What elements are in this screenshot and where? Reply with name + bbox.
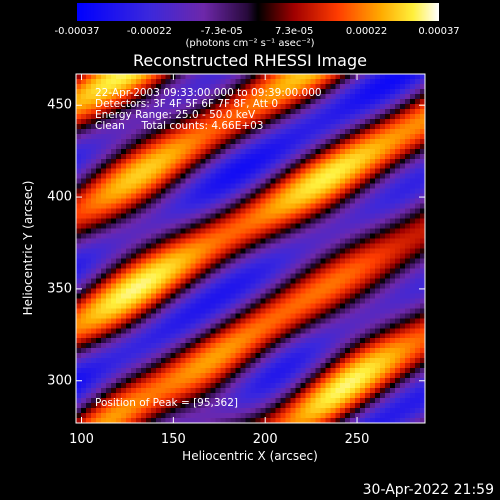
y-tick-label: 400 [47, 189, 72, 205]
plot-frame [75, 73, 426, 424]
colorbar-tick-label: 7.3e-05 [274, 26, 314, 37]
x-tick-label: 250 [344, 432, 370, 447]
chart-title: Reconstructed RHESSI Image [133, 51, 367, 70]
colorbar-tick-label: -0.00022 [126, 26, 172, 37]
footer-timestamp: 30-Apr-2022 21:59 [362, 482, 494, 498]
colorbar [77, 3, 439, 21]
x-tick-label: 150 [160, 432, 186, 447]
y-axis-label: Heliocentric Y (arcsec) [21, 180, 35, 316]
x-tick-label: 200 [252, 432, 278, 447]
annotation-energy-range: Energy Range: 25.0 - 50.0 keV [95, 109, 256, 121]
x-tick-label: 100 [69, 432, 94, 447]
colorbar-tick-label: -7.3e-05 [200, 26, 243, 37]
annotation-detectors: Detectors: 3F 4F 5F 6F 7F 8F, Att 0 [95, 98, 279, 110]
colorbar-units: (photons cm⁻² s⁻¹ asec⁻²) [185, 38, 315, 49]
y-tick-label: 450 [47, 97, 72, 113]
colorbar-tick-label: 0.00037 [418, 26, 460, 37]
heatmap-image [76, 74, 425, 423]
colorbar-tick-label: -0.00037 [54, 26, 100, 37]
x-axis-label: Heliocentric X (arcsec) [182, 449, 318, 463]
y-tick-label: 300 [47, 373, 72, 389]
annotation-time-range: 22-Apr-2003 09:33:00.000 to 09:39:00.000 [95, 87, 322, 99]
colorbar-tick-label: 0.00022 [345, 26, 388, 37]
annotation-clean-counts: Clean Total counts: 4.66E+03 [95, 120, 264, 132]
y-tick-label: 350 [47, 281, 72, 297]
annotation-peak-position: Position of Peak = [95,362] [95, 397, 239, 409]
